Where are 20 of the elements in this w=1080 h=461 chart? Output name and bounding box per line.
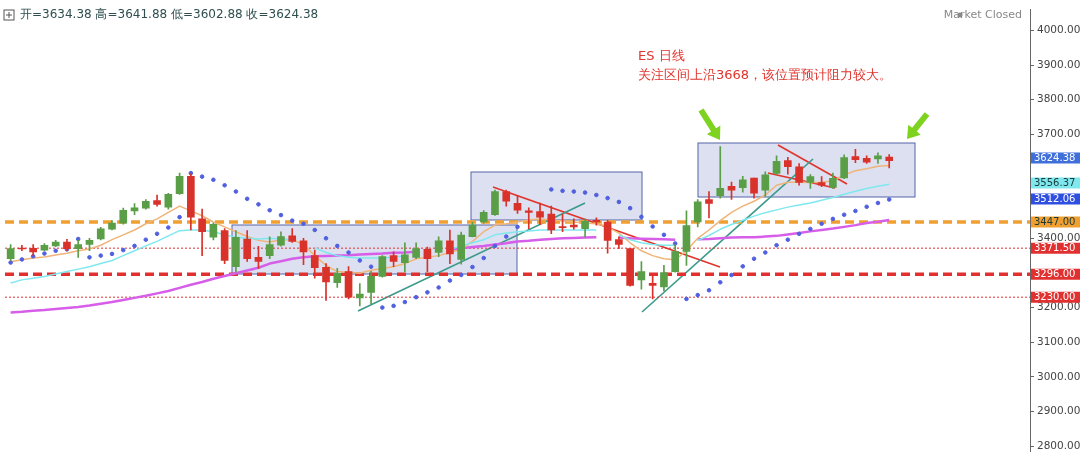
ref-line-label: 3296.00 [1034,267,1076,279]
y-tick-label: 3400.00 [1037,231,1080,244]
y-tick-label: 4000.00 [1037,23,1080,36]
y-tick-label: 3100.00 [1037,334,1080,347]
text: 3624.38 [1034,151,1076,163]
ref-line-label: 3447.00 [1034,215,1076,227]
ref-line-label: 3230.00 [1034,290,1076,302]
y-tick-label: 2900.00 [1037,404,1080,417]
ref-line-label: 3371.50 [1034,241,1076,253]
y-tick-label: 3800.00 [1037,92,1080,105]
y-tick-label: 3700.00 [1037,127,1080,140]
y-tick-label: 3900.00 [1037,57,1080,70]
text: 3512.06 [1034,192,1076,204]
y-tick-label: 3000.00 [1037,369,1080,382]
y-tick-label: 3200.00 [1037,300,1080,313]
y-tick-label: 2800.00 [1037,438,1080,451]
annotation: 关注区间上沿3668，该位置预计阻力较大。 [638,67,893,83]
text: 3556.37 [1034,176,1076,188]
annotation: 开=3634.38 高=3641.88 低=3602.88 收=3624.38 [20,7,319,22]
annotation: ES 日线 [638,48,685,64]
